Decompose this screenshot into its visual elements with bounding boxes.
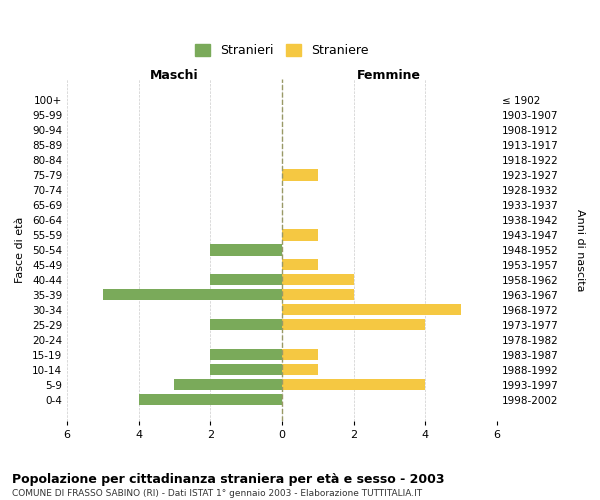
Bar bbox=[282, 230, 317, 240]
Bar bbox=[282, 274, 353, 285]
Legend: Stranieri, Straniere: Stranieri, Straniere bbox=[191, 40, 373, 61]
Bar bbox=[103, 289, 282, 300]
Bar bbox=[210, 274, 282, 285]
Bar bbox=[282, 379, 425, 390]
Bar bbox=[210, 349, 282, 360]
Y-axis label: Anni di nascita: Anni di nascita bbox=[575, 208, 585, 291]
Bar bbox=[210, 319, 282, 330]
Text: Popolazione per cittadinanza straniera per età e sesso - 2003: Popolazione per cittadinanza straniera p… bbox=[12, 472, 445, 486]
Bar bbox=[282, 364, 317, 376]
Bar bbox=[282, 170, 317, 180]
Bar bbox=[282, 260, 317, 270]
Bar bbox=[282, 304, 461, 316]
Bar bbox=[282, 319, 425, 330]
Bar bbox=[282, 289, 353, 300]
Y-axis label: Fasce di età: Fasce di età bbox=[15, 216, 25, 283]
Bar bbox=[175, 379, 282, 390]
Bar bbox=[210, 244, 282, 256]
Bar bbox=[210, 364, 282, 376]
Text: COMUNE DI FRASSO SABINO (RI) - Dati ISTAT 1° gennaio 2003 - Elaborazione TUTTITA: COMUNE DI FRASSO SABINO (RI) - Dati ISTA… bbox=[12, 489, 422, 498]
Bar bbox=[282, 349, 317, 360]
Text: Femmine: Femmine bbox=[358, 69, 421, 82]
Text: Maschi: Maschi bbox=[150, 69, 199, 82]
Bar bbox=[139, 394, 282, 406]
